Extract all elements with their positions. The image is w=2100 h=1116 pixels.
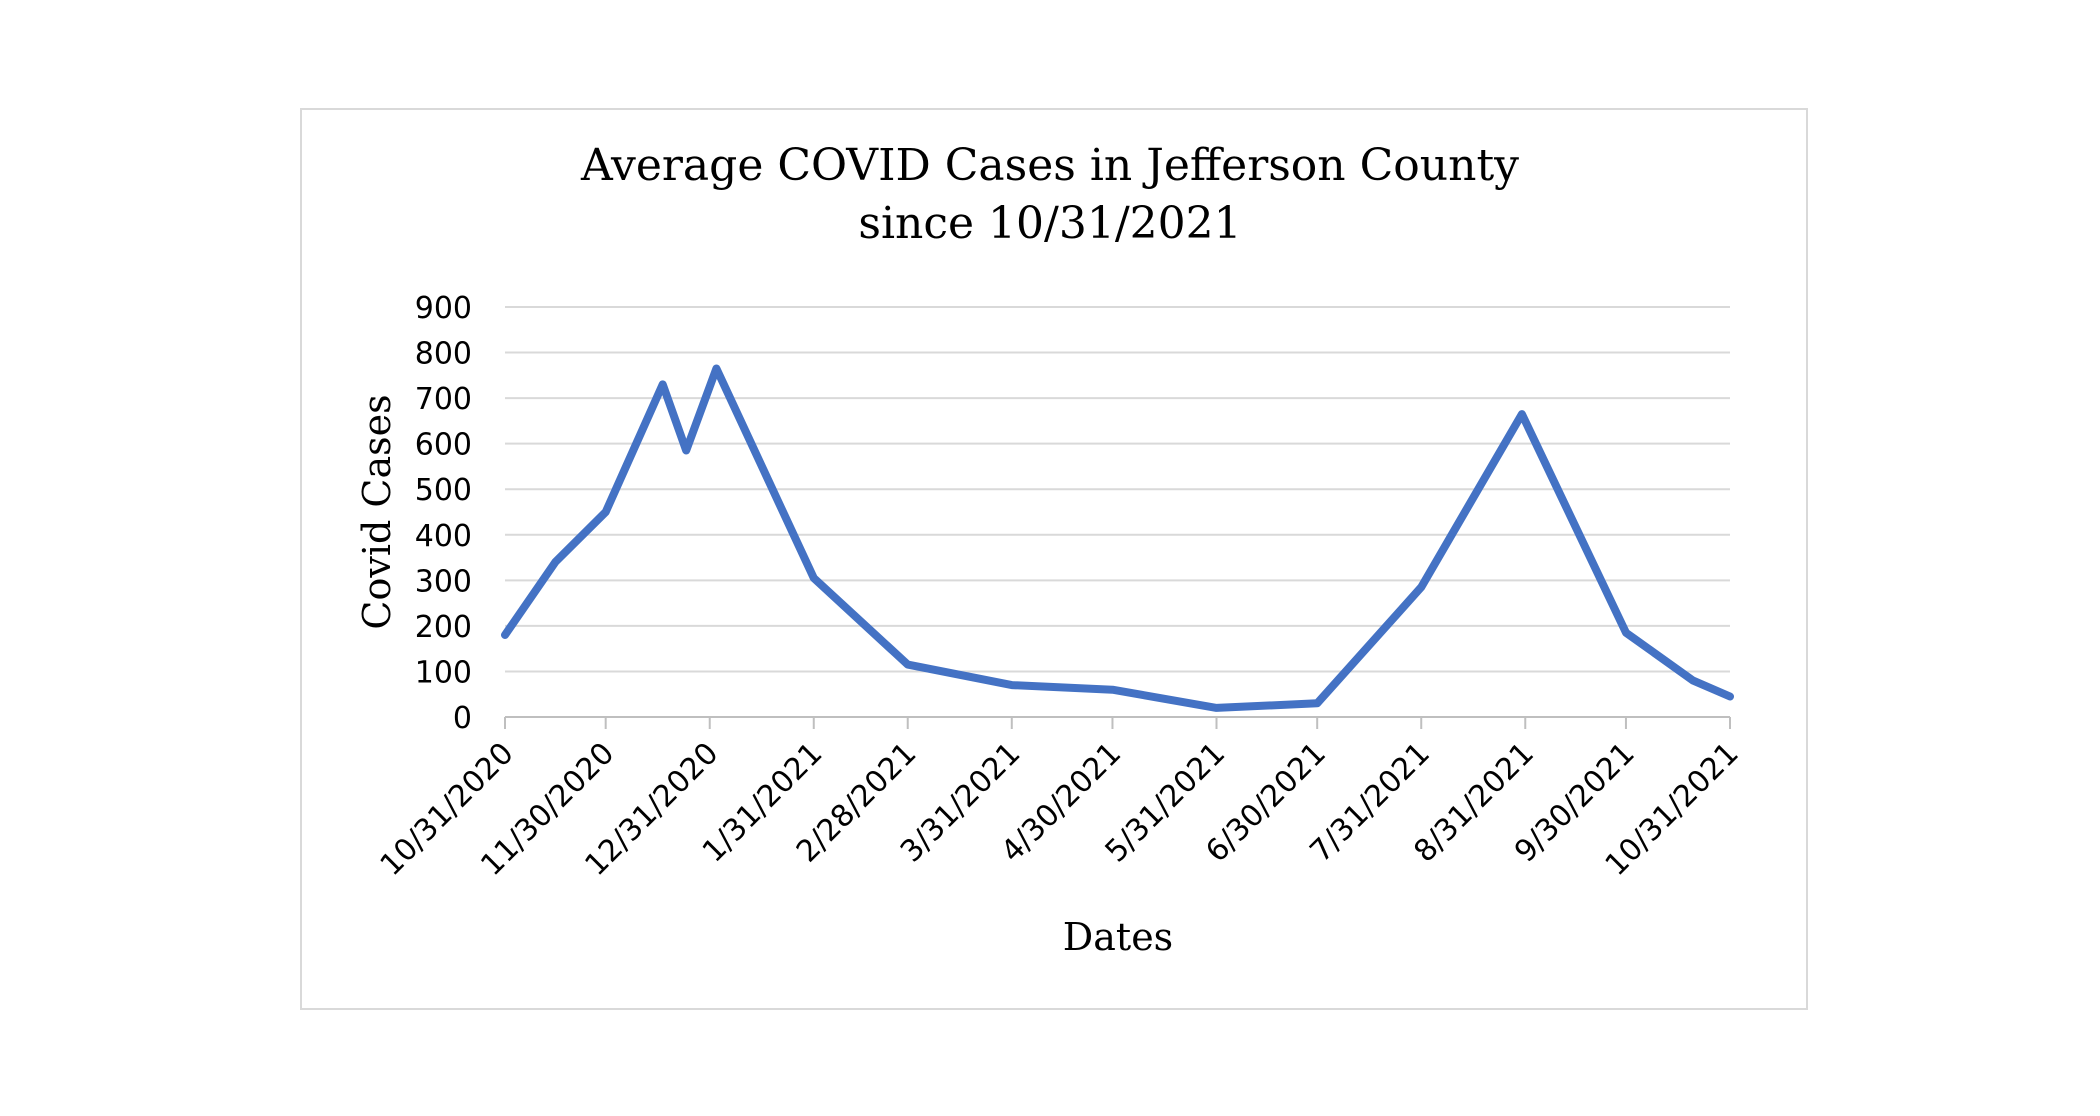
chart-frame <box>300 108 1808 1010</box>
y-tick-label: 300 <box>415 564 472 599</box>
chart-title-line-2: since 10/31/2021 <box>858 198 1242 249</box>
x-axis <box>504 716 1731 729</box>
y-tick-label: 400 <box>415 519 472 554</box>
y-tick-label: 500 <box>415 473 472 508</box>
y-axis-ticks: 0 100 200 300 400 500 600 700 800 900 <box>415 291 472 736</box>
y-tick-label: 800 <box>415 337 472 372</box>
y-tick-label: 600 <box>415 428 472 463</box>
chart-title-line-1: Average COVID Cases in Jefferson County <box>581 140 1519 191</box>
x-axis-title: Dates <box>1063 915 1173 959</box>
chart-title: Average COVID Cases in Jefferson County … <box>0 137 2100 253</box>
x-axis-ticks: 10/31/202011/30/202012/31/20201/31/20212… <box>374 736 1746 883</box>
y-tick-label: 900 <box>415 291 472 326</box>
gridlines <box>505 306 1730 673</box>
y-tick-label: 100 <box>415 655 472 690</box>
series-layer <box>501 364 1734 712</box>
y-axis-title: Covid Cases <box>355 394 399 629</box>
series-line <box>501 364 1734 712</box>
y-tick-label: 200 <box>415 610 472 645</box>
y-tick-label: 700 <box>415 382 472 417</box>
y-tick-label: 0 <box>453 701 472 736</box>
